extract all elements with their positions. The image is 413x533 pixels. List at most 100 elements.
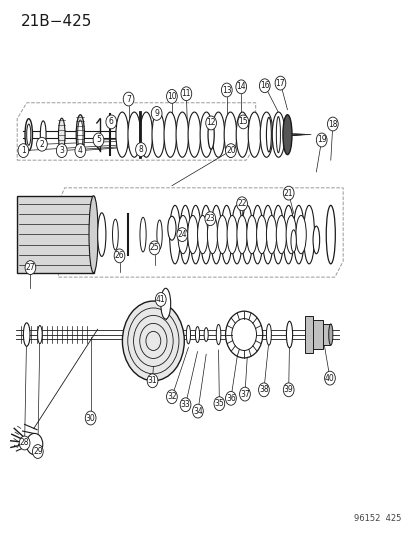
Text: 38: 38 [259,385,268,394]
Circle shape [93,133,104,147]
Bar [304,316,312,353]
Circle shape [36,138,47,151]
Ellipse shape [216,325,220,345]
Text: 36: 36 [225,394,235,403]
Circle shape [221,83,232,97]
Text: 23: 23 [205,214,215,223]
Circle shape [282,186,293,200]
Text: 96152  425: 96152 425 [353,514,400,523]
Circle shape [176,228,187,241]
Ellipse shape [210,205,221,264]
Text: 14: 14 [236,82,245,91]
Circle shape [258,383,268,397]
Text: 41: 41 [156,295,165,304]
Text: 26: 26 [114,252,124,260]
Circle shape [180,398,190,411]
Text: 25: 25 [150,244,159,253]
Ellipse shape [235,112,248,157]
Ellipse shape [223,112,236,157]
Ellipse shape [160,288,170,319]
Bar [322,324,330,345]
Circle shape [282,383,293,397]
Text: 4: 4 [78,146,83,155]
Ellipse shape [217,215,227,254]
Circle shape [25,261,36,274]
Text: 8: 8 [138,145,143,154]
Circle shape [75,144,85,158]
Ellipse shape [231,319,256,351]
Circle shape [56,144,67,158]
Circle shape [19,436,30,450]
Ellipse shape [97,213,106,256]
Ellipse shape [152,112,164,157]
Ellipse shape [112,219,118,250]
Circle shape [155,293,166,306]
Text: 6: 6 [109,117,114,126]
Circle shape [166,390,177,403]
Ellipse shape [225,311,262,358]
Ellipse shape [211,112,224,157]
Circle shape [85,411,96,425]
Circle shape [151,107,161,120]
Ellipse shape [246,215,256,254]
Ellipse shape [252,205,262,264]
Text: 16: 16 [259,81,269,90]
Ellipse shape [180,205,190,264]
Ellipse shape [231,205,242,264]
Text: 33: 33 [180,400,190,409]
Text: 21: 21 [283,189,293,198]
Circle shape [235,80,246,94]
Ellipse shape [187,215,197,254]
Text: 11: 11 [181,89,191,98]
Ellipse shape [221,205,231,264]
Circle shape [180,87,191,101]
Ellipse shape [200,205,211,264]
Circle shape [135,143,146,157]
Ellipse shape [140,112,152,157]
Circle shape [214,397,224,410]
Text: 21B−425: 21B−425 [21,14,93,29]
Ellipse shape [266,215,276,254]
Circle shape [316,133,326,147]
Ellipse shape [188,112,200,157]
Ellipse shape [275,117,280,153]
Ellipse shape [140,217,146,252]
Circle shape [259,79,269,93]
Circle shape [26,433,43,455]
Circle shape [18,144,28,158]
Text: 40: 40 [324,374,334,383]
Ellipse shape [266,117,271,152]
Ellipse shape [303,205,314,264]
Ellipse shape [241,205,252,264]
Ellipse shape [272,112,284,157]
Bar [312,320,322,349]
Text: 22: 22 [237,199,246,208]
Text: 9: 9 [154,109,159,118]
Circle shape [32,445,43,458]
Ellipse shape [195,327,199,343]
Ellipse shape [26,124,31,146]
Text: 28: 28 [20,439,29,448]
Ellipse shape [293,205,304,264]
Ellipse shape [207,215,217,254]
Ellipse shape [204,328,208,342]
Circle shape [114,249,125,263]
Text: 39: 39 [283,385,293,394]
Ellipse shape [290,230,296,252]
Text: 27: 27 [26,263,35,272]
Text: 19: 19 [316,135,326,144]
Ellipse shape [167,216,176,240]
Ellipse shape [116,112,128,157]
Ellipse shape [78,120,83,149]
Ellipse shape [128,112,140,157]
Text: 37: 37 [240,390,249,399]
Text: 24: 24 [177,230,187,239]
Ellipse shape [25,119,32,151]
Ellipse shape [248,112,260,157]
Ellipse shape [178,215,188,254]
Text: 32: 32 [167,392,176,401]
Circle shape [205,116,216,130]
Ellipse shape [282,205,293,264]
Circle shape [236,197,247,211]
Text: 29: 29 [33,447,43,456]
